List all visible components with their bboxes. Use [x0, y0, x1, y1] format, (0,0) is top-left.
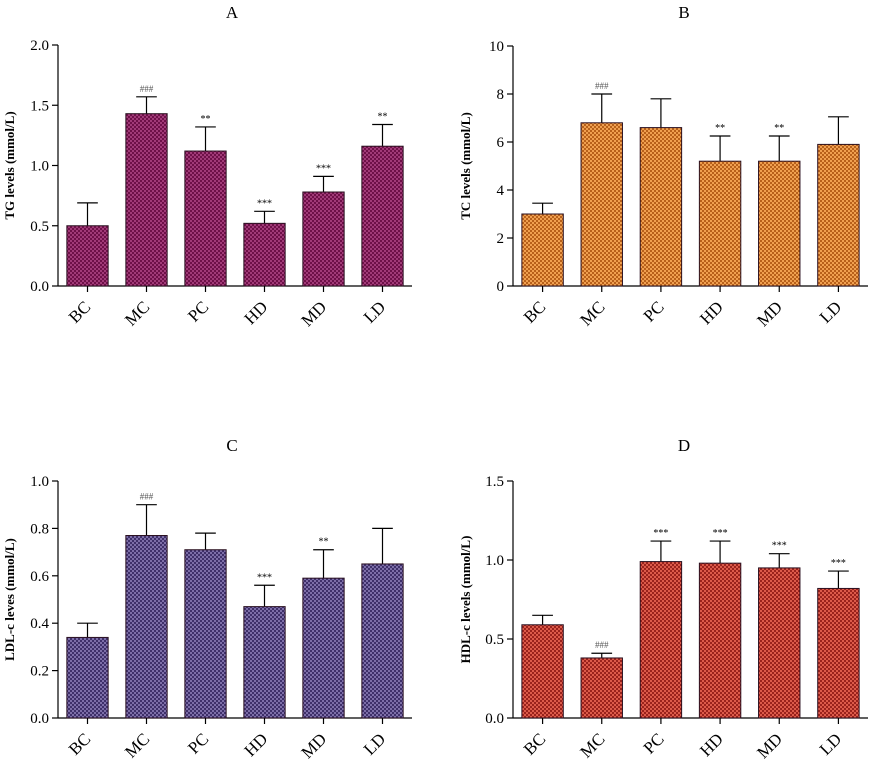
- bar-md: [758, 567, 801, 719]
- y-axis-label: LDL-c leves (mmol/L): [2, 538, 17, 661]
- bar-md: [302, 577, 345, 719]
- significance-marker: ###: [140, 492, 154, 502]
- y-tick-label: 6: [497, 135, 505, 151]
- category-label: PC: [184, 297, 212, 325]
- y-axis-label: TC levels (mmol/L): [458, 112, 473, 220]
- y-tick-label: 1.5: [30, 98, 49, 114]
- category-label: MD: [753, 729, 786, 762]
- chart-panel-b: B TC levels (mmol/L) 0 2 4 6 8 10 BC MC ### PC HD ** M…: [458, 3, 868, 330]
- bar-hd: [243, 606, 286, 719]
- panel-title: B: [678, 3, 689, 22]
- category-label: MD: [298, 297, 331, 330]
- y-tick-label: 4: [497, 183, 505, 199]
- category-label: HD: [696, 729, 727, 760]
- bar-ld: [817, 143, 860, 287]
- bar-mc: [125, 535, 168, 719]
- significance-marker: ***: [831, 558, 846, 569]
- y-tick-label: 1.5: [485, 474, 504, 490]
- significance-marker: **: [319, 537, 329, 548]
- y-tick-label: 0.4: [30, 616, 49, 632]
- category-label: BC: [520, 297, 549, 326]
- category-label: LD: [360, 729, 389, 758]
- y-tick-label: 0: [497, 279, 505, 295]
- category-label: MC: [121, 729, 153, 761]
- y-tick-label: 1.0: [30, 474, 49, 490]
- bar-bc: [66, 225, 109, 287]
- category-label: MC: [576, 297, 608, 329]
- bar-mc: [580, 657, 623, 719]
- bar-md: [758, 160, 801, 287]
- bar-ld: [817, 587, 860, 719]
- y-tick-label: 0.0: [485, 711, 504, 727]
- panel-title: C: [226, 436, 237, 455]
- bar-ld: [361, 145, 404, 287]
- y-tick-label: 0.0: [30, 279, 49, 295]
- chart-panel-d: D HDL-c levels (mmol/L) 0.0 0.5 1.0 1.5 BC MC ##…: [458, 436, 868, 762]
- significance-marker: ***: [713, 528, 728, 539]
- category-label: HD: [696, 297, 727, 328]
- significance-marker: ***: [653, 528, 668, 539]
- bar-bc: [521, 624, 564, 719]
- significance-marker: **: [378, 112, 388, 123]
- y-tick-label: 0.8: [30, 521, 49, 537]
- category-label: LD: [360, 297, 389, 326]
- panel-title: D: [678, 436, 690, 455]
- y-tick-label: 1.0: [485, 553, 504, 569]
- significance-marker: **: [774, 123, 784, 134]
- significance-marker: ***: [257, 572, 272, 583]
- category-label: PC: [640, 729, 668, 757]
- bar-pc: [184, 150, 227, 287]
- y-axis-label: HDL-c levels (mmol/L): [458, 536, 473, 664]
- bar-pc: [639, 127, 683, 287]
- bar-bc: [66, 636, 109, 719]
- category-label: MD: [753, 297, 786, 330]
- significance-marker: ***: [316, 163, 331, 174]
- category-label: BC: [65, 729, 94, 758]
- bar-pc: [184, 549, 227, 719]
- y-tick-label: 0.0: [30, 711, 49, 727]
- chart-panel-c: C LDL-c leves (mmol/L) 0.0 0.2 0.4 0.6 0.8 1.0 B…: [2, 436, 412, 762]
- y-tick-label: 0.6: [30, 569, 49, 585]
- bar-md: [302, 191, 345, 287]
- category-label: LD: [816, 297, 845, 326]
- chart-panel-a: A TG levels (mmol/L) 0.0 0.5 1.0 1.5 2.0 BC MC ##…: [2, 3, 412, 330]
- bar-hd: [243, 222, 286, 287]
- significance-marker: ###: [140, 84, 154, 94]
- y-axis-label: TG levels (mmol/L): [2, 111, 17, 219]
- significance-marker: **: [715, 123, 725, 134]
- category-label: LD: [816, 729, 845, 758]
- y-tick-label: 1.0: [30, 159, 49, 175]
- panel-title: A: [226, 3, 239, 22]
- y-tick-label: 0.5: [485, 632, 504, 648]
- y-tick-label: 2: [497, 231, 505, 247]
- bar-hd: [698, 562, 742, 719]
- significance-marker: ###: [595, 640, 609, 650]
- category-label: MC: [576, 729, 608, 761]
- y-tick-label: 10: [489, 39, 504, 55]
- bar-mc: [125, 113, 168, 287]
- bar-pc: [639, 561, 683, 719]
- bar-hd: [698, 160, 742, 287]
- y-tick-label: 0.2: [30, 664, 49, 680]
- bar-ld: [361, 563, 404, 719]
- category-label: PC: [640, 297, 668, 325]
- category-label: PC: [184, 729, 212, 757]
- significance-marker: ###: [595, 81, 609, 91]
- bar-bc: [521, 213, 564, 287]
- category-label: MC: [121, 297, 153, 329]
- y-tick-label: 0.5: [30, 219, 49, 235]
- category-label: MD: [298, 729, 331, 762]
- y-tick-label: 2.0: [30, 38, 49, 54]
- bar-mc: [580, 122, 623, 287]
- category-label: BC: [520, 729, 549, 758]
- significance-marker: **: [201, 114, 211, 125]
- significance-marker: ***: [257, 198, 272, 209]
- category-label: HD: [241, 729, 272, 760]
- category-label: HD: [241, 297, 272, 328]
- y-tick-label: 8: [497, 87, 505, 103]
- category-label: BC: [65, 297, 94, 326]
- significance-marker: ***: [772, 541, 787, 552]
